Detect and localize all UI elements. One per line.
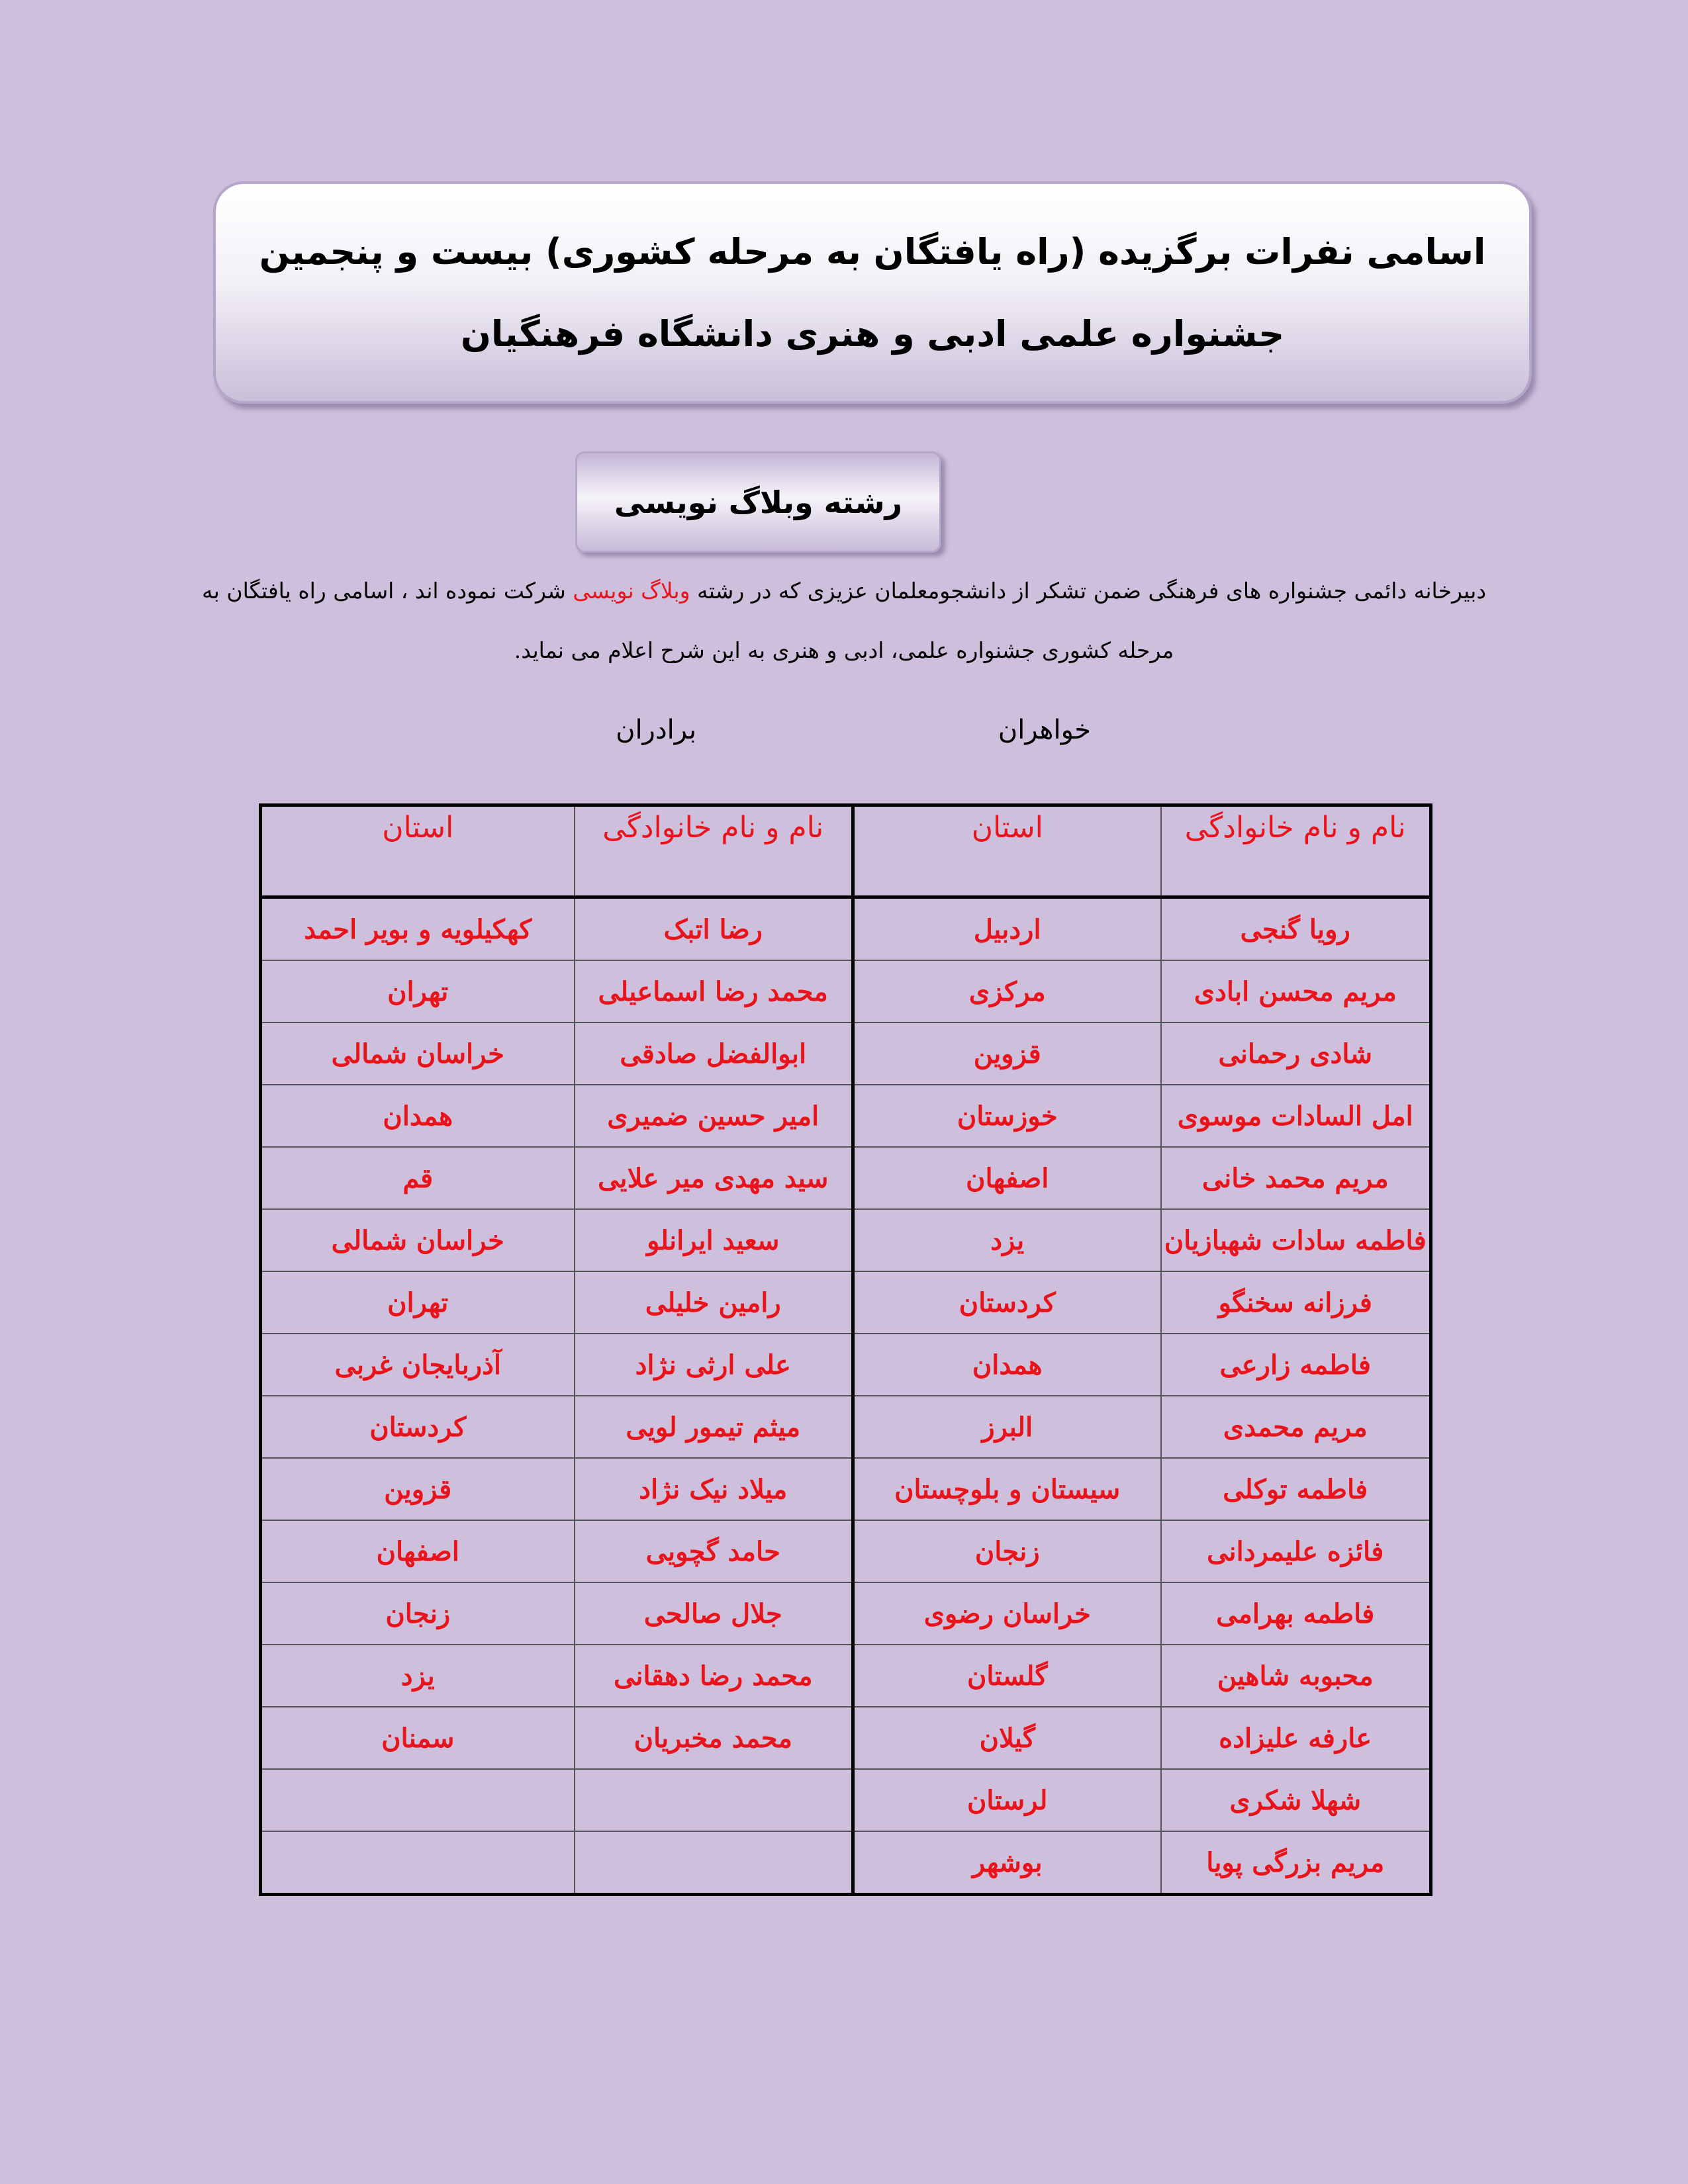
table-row: مریم محمد خانی اصفهان سید مهدی میر علایی قم [259,1146,1432,1210]
table-cell: سعید ایرانلو [573,1208,854,1272]
table-cell: گلستان [851,1644,1162,1707]
table-cell: علی ارثی نژاد [573,1333,854,1396]
table-cell: میثم تیمور لویی [573,1395,854,1459]
column-header: استان [851,804,1162,899]
table-cell: قم [259,1146,575,1210]
table-cell: فائزه علیمردانی [1160,1520,1432,1583]
empty-cell [259,1768,575,1832]
group-label: خواهران [998,715,1091,745]
table-cell: فاطمه توکلی [1160,1457,1432,1521]
table-cell: تهران [259,1271,575,1334]
table-cell: محمد رضا دهقانی [573,1644,854,1707]
table-cell: ابوالفضل صادقی [573,1022,854,1085]
table-row: عارفه علیزاده گیلان محمد مخبریان سمنان [259,1706,1432,1770]
table-cell: فاطمه زارعی [1160,1333,1432,1396]
title-box: اسامی نفرات برگزیده (راه یافتگان به مرحل… [213,181,1532,404]
table-row: رویا گنجی اردبیل رضا اتبک کهکیلویه و بویر ا… [259,896,1432,961]
intro-text: دبیرخانه دائمی جشنواره های فرهنگی ضمن تش… [697,578,1487,604]
table-cell: مرکزی [851,960,1162,1023]
table-row: فائزه علیمردانی زنجان حامد گچویی اصفهان [259,1520,1432,1583]
table-cell: فاطمه سادات شهبازیان [1160,1208,1432,1272]
table-cell: لرستان [851,1768,1162,1832]
table-cell: محبوبه شاهین [1160,1644,1432,1707]
table-cell: فرزانه سخنگو [1160,1271,1432,1334]
table-row: محبوبه شاهین گلستان محمد رضا دهقانی یزد [259,1644,1432,1707]
table-row: مریم بزرگی پویا بوشهر [259,1831,1432,1895]
table-cell: کهکیلویه و بویر احمد [259,896,575,961]
table-cell: آذربایجان غربی [259,1333,575,1396]
table-cell: رضا اتبک [573,896,854,961]
table-cell: یزد [259,1644,575,1707]
title-line: جشنواره علمی ادبی و هنری دانشگاه فرهنگیا… [460,312,1285,355]
table-cell: جلال صالحی [573,1582,854,1645]
table-cell: تهران [259,960,575,1023]
column-header: استان [259,804,575,899]
table-row: فاطمه توکلی سیستان و بلوچستان میلاد نیک نژ… [259,1457,1432,1521]
table-row: فاطمه بهرامی خراسان رضوی جلال صالحی زنجان [259,1582,1432,1645]
table-cell: رویا گنجی [1160,896,1432,961]
empty-cell [573,1831,854,1895]
table-cell: خوزستان [851,1084,1162,1148]
table-cell: اصفهان [851,1146,1162,1210]
empty-cell [573,1768,854,1832]
table-row: شهلا شکری لرستان [259,1768,1432,1832]
table-cell: سمنان [259,1706,575,1770]
table-row: فاطمه سادات شهبازیان یزد سعید ایرانلو خراسا… [259,1208,1432,1272]
table-cell: گیلان [851,1706,1162,1770]
results-table: نام و نام خانوادگی استان نام و نام خانوادگ… [259,803,1432,1896]
table-cell: اصفهان [259,1520,575,1583]
table-cell: همدان [259,1084,575,1148]
intro: دبیرخانه دائمی جشنواره های فرهنگی ضمن تش… [199,561,1489,680]
column-header: نام و نام خانوادگی [573,804,854,899]
table-row: مریم محمدی البرز میثم تیمور لویی کردستان [259,1395,1432,1459]
intro-highlight: وبلاگ نویسی [573,578,690,604]
table-cell: خراسان شمالی [259,1208,575,1272]
header-row: نام و نام خانوادگی استان نام و نام خانوادگ… [259,804,1432,899]
table-cell: خراسان رضوی [851,1582,1162,1645]
table-row: شادی رحمانی قزوین ابوالفضل صادقی خراسان شما… [259,1022,1432,1085]
section-label: رشته وبلاگ نویسی [575,451,941,553]
table-cell: یزد [851,1208,1162,1272]
table-cell: فاطمه بهرامی [1160,1582,1432,1645]
table-cell: البرز [851,1395,1162,1459]
table-cell: مریم بزرگی پویا [1160,1831,1432,1895]
table-cell: شهلا شکری [1160,1768,1432,1832]
intro-text: شرکت نموده اند ، اسامی راه یافتگان به مر… [201,578,1174,663]
table-cell: سیستان و بلوچستان [851,1457,1162,1521]
table-cell: اردبیل [851,896,1162,961]
table-cell: امیر حسین ضمیری [573,1084,854,1148]
table-row: فاطمه زارعی همدان علی ارثی نژاد آذربایجان غ… [259,1333,1432,1396]
empty-cell [259,1831,575,1895]
title-line: اسامی نفرات برگزیده (راه یافتگان به مرحل… [259,230,1486,273]
table-cell: همدان [851,1333,1162,1396]
table-row: امل السادات موسوی خوزستان امیر حسین ضمیری ه… [259,1084,1432,1148]
table-cell: رامین خلیلی [573,1271,854,1334]
table-body: رویا گنجی اردبیل رضا اتبک کهکیلویه و بویر ا… [259,896,1432,1895]
table-cell: قزوین [259,1457,575,1521]
table-cell: حامد گچویی [573,1520,854,1583]
table-cell: محمد رضا اسماعیلی [573,960,854,1023]
table-row: مریم محسن ابادی مرکزی محمد رضا اسماعیلی تهر… [259,960,1432,1023]
table-cell: کردستان [851,1271,1162,1334]
table-cell: کردستان [259,1395,575,1459]
table-cell: محمد مخبریان [573,1706,854,1770]
table-row: فرزانه سخنگو کردستان رامین خلیلی تهران [259,1271,1432,1334]
group-label: برادران [616,715,696,745]
table-cell: مریم محمد خانی [1160,1146,1432,1210]
table-cell: مریم محسن ابادی [1160,960,1432,1023]
table-cell: شادی رحمانی [1160,1022,1432,1085]
table-cell: میلاد نیک نژاد [573,1457,854,1521]
table-cell: امل السادات موسوی [1160,1084,1432,1148]
table-cell: سید مهدی میر علایی [573,1146,854,1210]
column-header: نام و نام خانوادگی [1160,804,1432,899]
table-cell: خراسان شمالی [259,1022,575,1085]
table-cell: مریم محمدی [1160,1395,1432,1459]
table-cell: عارفه علیزاده [1160,1706,1432,1770]
table-cell: بوشهر [851,1831,1162,1895]
table-cell: قزوین [851,1022,1162,1085]
table-cell: زنجان [259,1582,575,1645]
table-cell: زنجان [851,1520,1162,1583]
